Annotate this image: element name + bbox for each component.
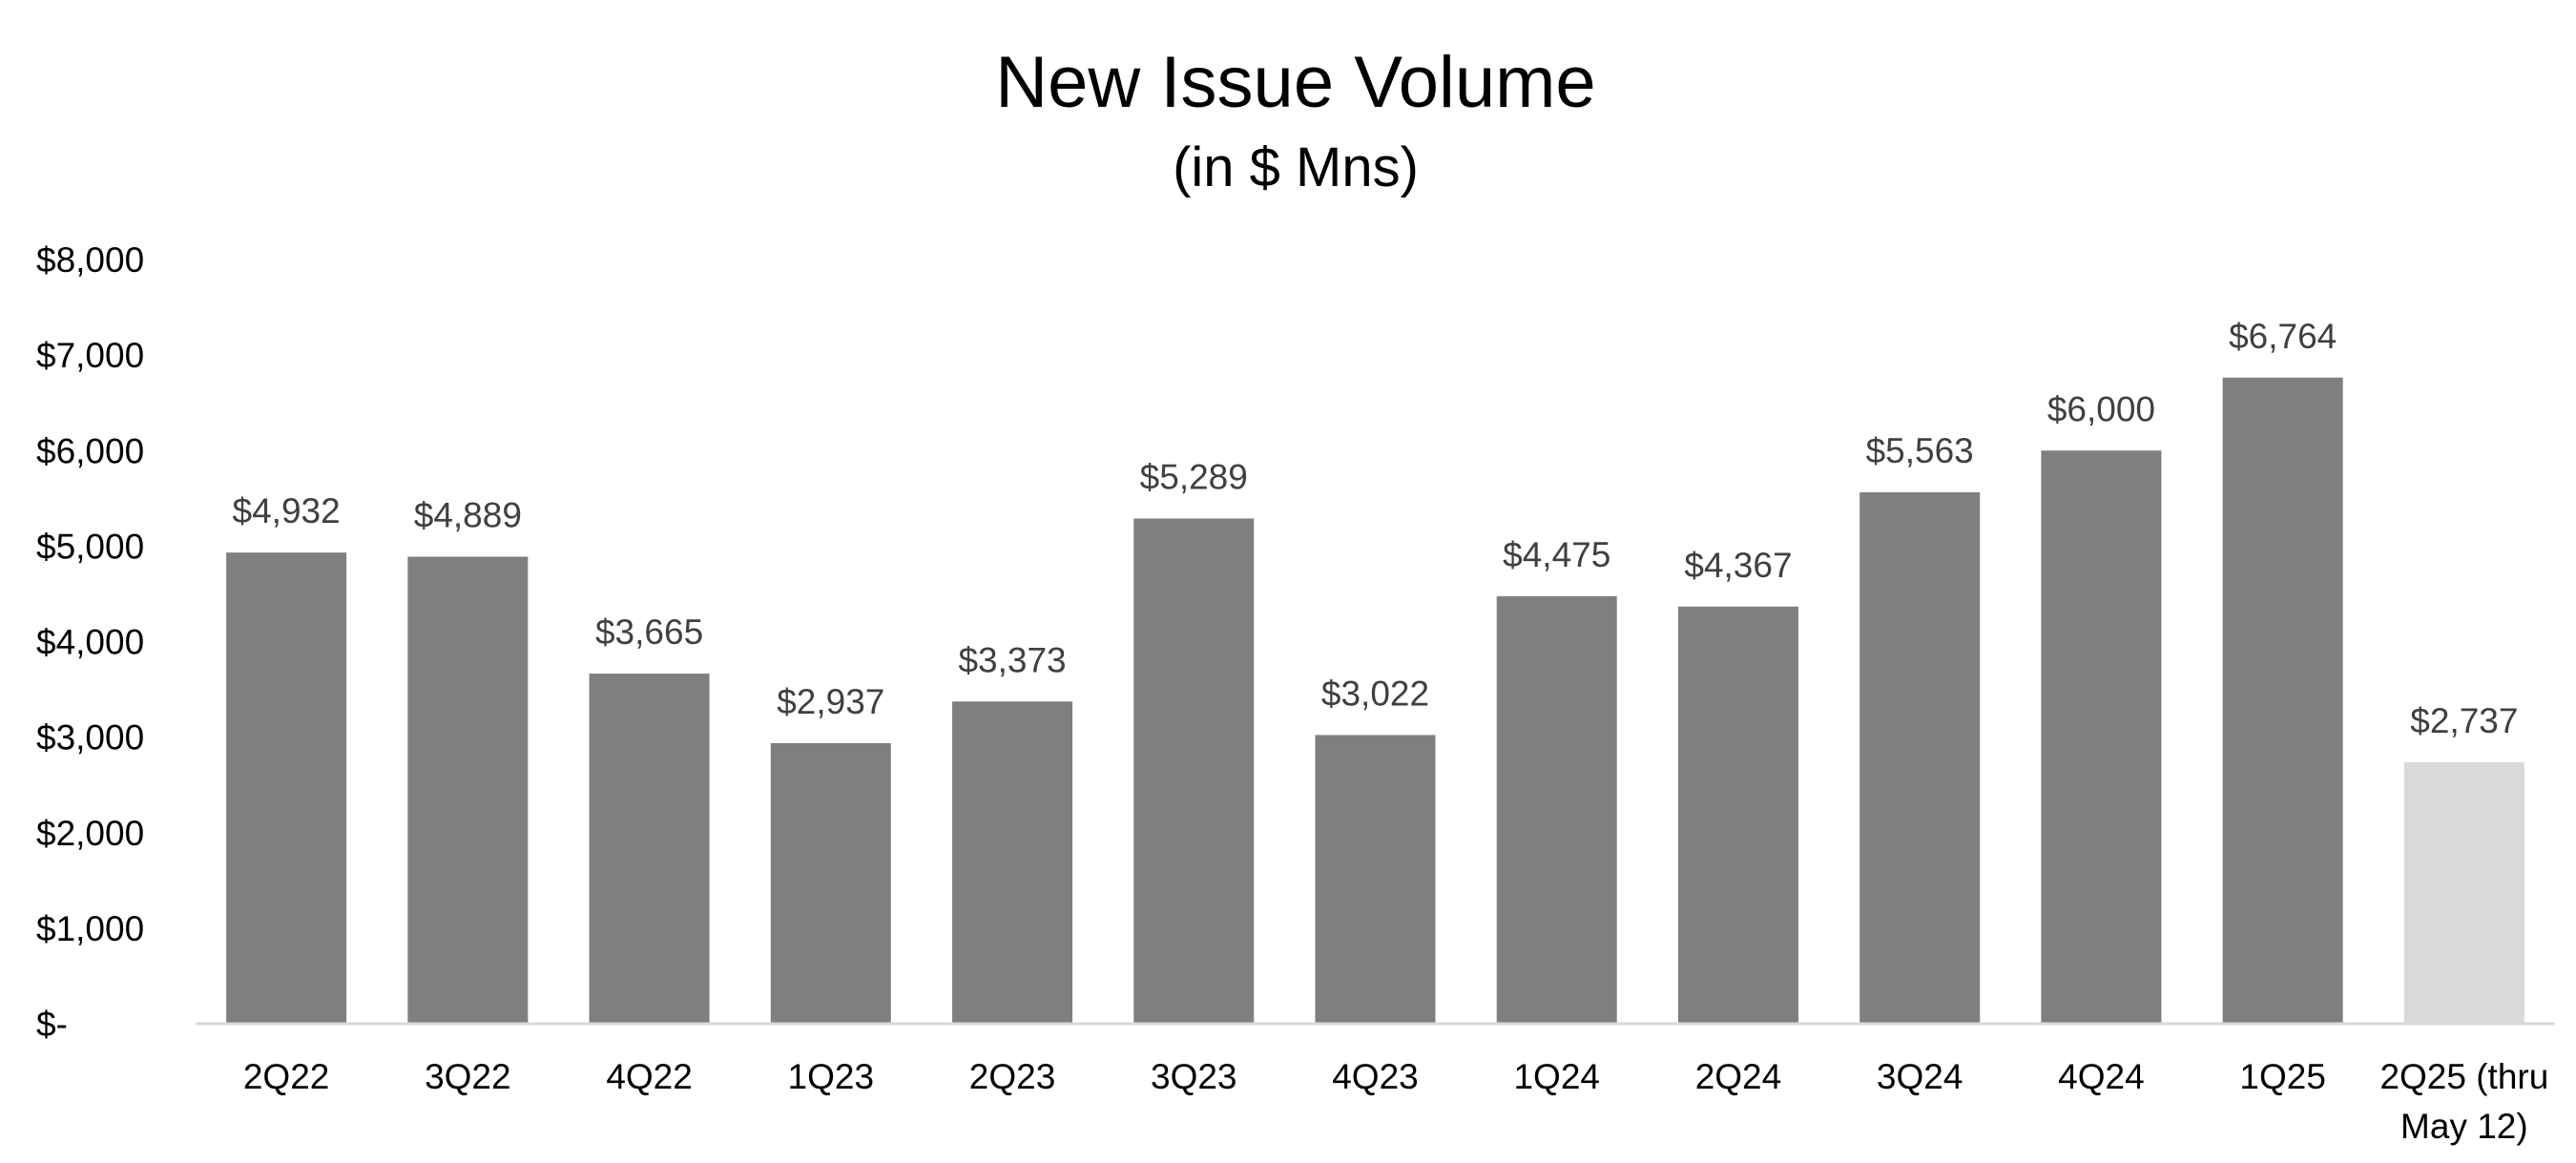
data-label: $2,737: [2410, 701, 2518, 740]
data-label: $5,563: [1866, 431, 1974, 470]
y-tick-label: $7,000: [36, 336, 144, 375]
data-label: $3,373: [958, 640, 1066, 679]
y-tick-label: $8,000: [36, 240, 144, 280]
x-tick-label: 2Q24: [1695, 1057, 1782, 1096]
y-tick-label: $2,000: [36, 814, 144, 853]
y-tick-label: $6,000: [36, 431, 144, 470]
bar: [589, 674, 710, 1024]
bar: [226, 552, 347, 1024]
x-tick-label: 2Q25 (thru: [2379, 1057, 2548, 1096]
x-tick-label: 3Q23: [1151, 1057, 1237, 1096]
y-tick-label: $1,000: [36, 909, 144, 948]
y-axis: $- $1,000 $2,000 $3,000 $4,000 $5,000 $6,000 $7…: [36, 240, 144, 1044]
data-label: $3,665: [595, 613, 703, 652]
data-label: $3,022: [1321, 674, 1429, 713]
chart-subtitle: (in $ Mns): [1173, 136, 1419, 198]
data-label: $4,889: [414, 495, 522, 534]
bar: [2403, 761, 2524, 1024]
x-tick-label: 1Q24: [1513, 1057, 1600, 1096]
x-tick-label: 3Q24: [1877, 1057, 1963, 1096]
data-label: $5,289: [1140, 457, 1248, 496]
bar: [1859, 492, 1981, 1024]
bar: [1315, 735, 1436, 1024]
data-label: $6,764: [2229, 317, 2337, 356]
y-tick-label: $-: [36, 1005, 68, 1044]
bars-group: [226, 377, 2524, 1024]
bar: [1133, 518, 1255, 1024]
bar: [407, 556, 529, 1024]
bar: [952, 701, 1073, 1024]
data-label: $4,932: [233, 491, 341, 530]
y-tick-label: $4,000: [36, 623, 144, 662]
data-label: $4,367: [1684, 546, 1792, 585]
x-tick-label: 2Q22: [243, 1057, 330, 1096]
x-tick-label: 1Q25: [2239, 1057, 2326, 1096]
x-tick-label: 3Q22: [425, 1057, 511, 1096]
bar: [1677, 606, 1798, 1024]
x-axis: 2Q22 3Q22 4Q22 1Q23 2Q23 3Q23 4Q23 1Q24 2Q24 3Q24…: [196, 1022, 2555, 1146]
x-tick-label: 1Q23: [788, 1057, 875, 1096]
y-tick-label: $5,000: [36, 527, 144, 566]
x-tick-label: May 12): [2400, 1107, 2528, 1146]
x-tick-label: 2Q23: [969, 1057, 1056, 1096]
bar: [2041, 450, 2162, 1024]
data-label: $6,000: [2047, 389, 2155, 428]
bar: [2222, 377, 2343, 1024]
x-tick-label: 4Q24: [2058, 1057, 2145, 1096]
bar: [770, 742, 891, 1024]
bar: [1496, 595, 1617, 1024]
x-tick-label: 4Q22: [606, 1057, 693, 1096]
chart-title: New Issue Volume: [995, 42, 1595, 123]
x-tick-label: 4Q23: [1332, 1057, 1419, 1096]
data-label: $4,475: [1503, 535, 1610, 574]
data-labels-group: $4,932 $4,889 $3,665 $2,937 $3,373 $5,289 $3,0…: [233, 317, 2519, 740]
data-label: $2,937: [777, 682, 884, 721]
y-tick-label: $3,000: [36, 718, 144, 758]
